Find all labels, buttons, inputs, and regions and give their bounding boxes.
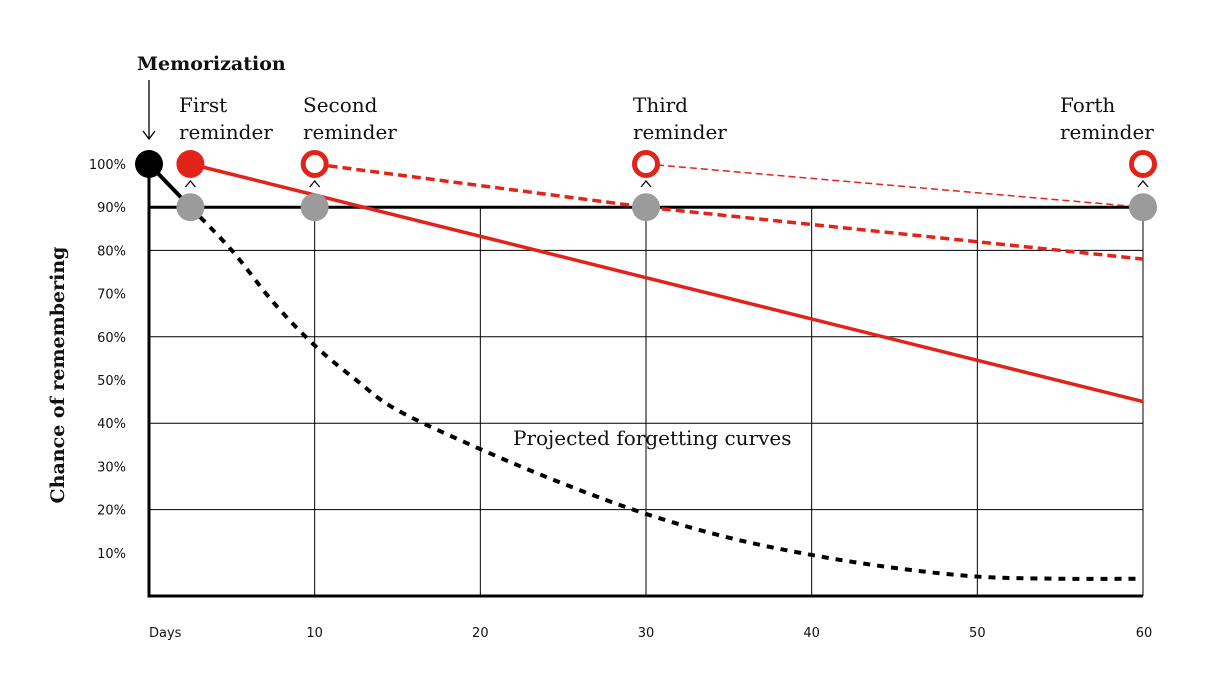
reminder-marker [632, 150, 660, 178]
reminder-label-line2: reminder [303, 120, 397, 144]
x-tick-label: 40 [803, 626, 820, 641]
y-tick-label: 10% [97, 547, 126, 562]
caret-up-icon [640, 179, 652, 188]
caret-up-icon [1137, 179, 1149, 188]
reminder-marker [176, 150, 205, 178]
y-tick-label: 90% [97, 201, 126, 216]
y-tick-label: 20% [97, 504, 126, 519]
y-axis-title: Chance of remembering [47, 247, 69, 504]
forgetting-curve-after-third [645, 163, 1144, 208]
y-tick-label: 30% [97, 460, 126, 475]
caret-up-icon [309, 179, 321, 188]
reminder-marker [1129, 150, 1157, 178]
y-tick-label: 80% [97, 244, 126, 259]
forgetting-curve-after-second [314, 162, 1144, 261]
recall-point [632, 193, 660, 222]
forgetting-curve-initial [188, 205, 1144, 581]
reminder-label-line1: Forth [1060, 93, 1115, 117]
y-tick-label: 40% [97, 417, 126, 432]
y-tick-label: 70% [97, 288, 126, 303]
arrow-down-icon [142, 130, 156, 141]
reminder-label-line2: reminder [1060, 120, 1154, 144]
forgetting-curves-label: Projected forgetting curves [513, 426, 792, 450]
x-tick-label: 10 [306, 626, 323, 641]
recall-point [176, 193, 205, 222]
y-tick-label: 50% [97, 374, 126, 389]
reminder-label-line2: reminder [633, 120, 727, 144]
y-tick-label: 60% [97, 331, 126, 346]
x-axis-label: Days [149, 626, 182, 641]
reminder-label-line1: Third [633, 93, 688, 117]
x-tick-label: 60 [1136, 626, 1153, 641]
reminder-marker-dot [311, 160, 319, 168]
recall-point [300, 193, 329, 222]
memorization-label: Memorization [137, 53, 286, 75]
x-tick-label: 30 [638, 626, 655, 641]
recall-point [1129, 193, 1157, 222]
reminder-label-line1: First [179, 93, 227, 117]
x-tick-label: 20 [472, 626, 489, 641]
reminder-label-line2: reminder [179, 120, 273, 144]
x-tick-label: 50 [969, 626, 986, 641]
forgetting-curve-after-first [189, 162, 1144, 404]
caret-up-icon [184, 179, 196, 188]
y-tick-label: 100% [89, 158, 126, 173]
reminder-label-line1: Second [303, 93, 378, 117]
memorization-point [135, 150, 163, 178]
